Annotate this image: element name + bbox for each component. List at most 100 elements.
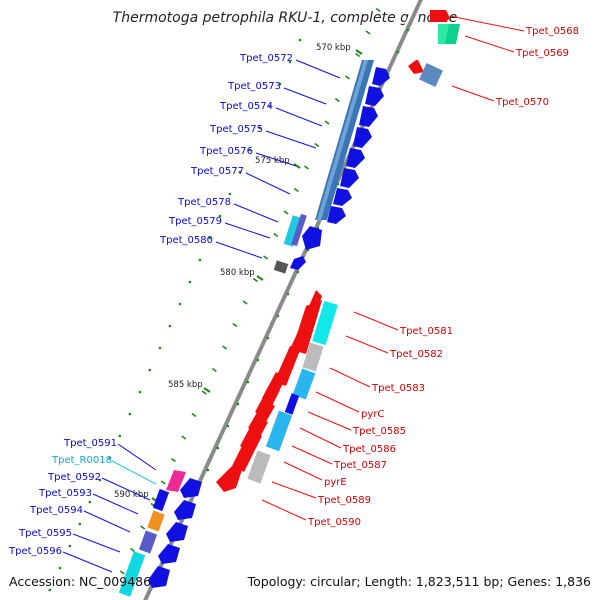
leader-tpet-0585 (307, 411, 352, 431)
gene-label-tpet-0570: Tpet_0570 (495, 97, 549, 108)
kbp-label-580: 580 kbp (220, 268, 255, 278)
gc-dot (88, 500, 92, 504)
gc-dot (226, 424, 230, 428)
gene-shape-tpet-0579 (302, 226, 322, 250)
leader-tpet-0578 (233, 203, 279, 223)
gene-label-tpet-0596: Tpet_0596 (8, 546, 62, 557)
leader-tpet-0577 (245, 172, 291, 195)
minor-tick (242, 300, 248, 305)
gene-label-tpet-0594: Tpet_0594 (29, 505, 83, 516)
lower-forward-features (118, 470, 202, 597)
gene-shape-tpet-0594 (138, 530, 158, 554)
gene-shape-tpet-0573 (365, 86, 384, 106)
accession-text: Accession: NC_009486 (9, 574, 151, 589)
gc-dot (266, 336, 270, 340)
gene-shape-tpet-0593 (147, 510, 165, 532)
gc-dot (178, 302, 182, 306)
position-ticks (119, 7, 381, 575)
gene-shape-tpet-0575 (353, 127, 372, 148)
gc-dot (78, 522, 82, 526)
gc-dot (198, 258, 202, 262)
leader-tpet-0572 (295, 59, 341, 79)
minor-tick (304, 165, 309, 170)
minor-tick (211, 367, 217, 373)
minor-tick (140, 525, 146, 530)
gc-dot (238, 170, 242, 174)
kbp-marks: 570 kbp 575 kbp 580 kbp 585 kbp 590 kbp (114, 43, 363, 503)
gc-dot (118, 434, 122, 438)
gene-shape-tpet-0596-b (148, 566, 170, 588)
kbp-label-575: 575 kbp (255, 156, 290, 166)
gene-label-tpet-0583: Tpet_0583 (371, 383, 425, 394)
gc-dot (268, 104, 272, 108)
gene-shape-tpet-0595 (158, 544, 180, 564)
leader-tpet-0589 (271, 481, 317, 499)
minor-tick (130, 547, 135, 553)
leader-tpet-0591 (117, 443, 157, 471)
gene-shape-tpet-R0018 (152, 488, 170, 512)
gene-shape-tpet-0593-b (166, 522, 188, 542)
gene-label-pyrC: pyrC (361, 409, 384, 420)
kbp-tick-585 (203, 387, 211, 393)
minor-tick (263, 255, 269, 260)
gene-label-tpet-0585: Tpet_0585 (352, 426, 406, 437)
leader-tpet-0581 (353, 311, 399, 331)
gene-shape-tpet-0577 (340, 168, 359, 188)
upper-forward-features (273, 60, 390, 274)
gc-dot (158, 346, 162, 350)
gene-shape-tpet-0579-c (291, 213, 307, 247)
gc-dot (138, 390, 142, 394)
minor-tick (355, 52, 361, 58)
gene-shape-tpet-0591 (166, 470, 186, 492)
gene-label-tpet-0587: Tpet_0587 (333, 460, 387, 471)
leader-tpet-0570 (451, 85, 495, 102)
gc-dot (98, 478, 102, 482)
gene-labels-right: Tpet_0568 Tpet_0569 Tpet_0570 Tpet_0581 … (261, 15, 579, 528)
gene-label-tpet-0573: Tpet_0573 (227, 81, 281, 92)
gene-shape-tpet-0576 (346, 148, 365, 168)
gc-dot (228, 192, 232, 196)
minor-tick (181, 435, 187, 440)
minor-tick (252, 277, 258, 283)
middle-reverse-features (216, 290, 338, 492)
gc-dot (206, 468, 210, 472)
gc-dot (396, 50, 400, 54)
minor-tick (365, 30, 371, 35)
gc-dot (276, 314, 280, 318)
leader-tpet-0576 (255, 152, 297, 167)
leader-tpet-0595 (72, 533, 121, 553)
leader-tpet-0580 (215, 241, 263, 259)
leader-tpet-0575 (265, 130, 317, 149)
gc-dot (208, 236, 212, 240)
gene-label-tpet-0580: Tpet_0580 (159, 235, 213, 246)
leader-tpet-0579 (224, 222, 271, 239)
gene-shape-tpet-0591-b (180, 478, 202, 498)
gene-label-tpet-0581: Tpet_0581 (399, 326, 453, 337)
gene-shape-tpet-0587 (265, 410, 293, 452)
gc-dot (148, 368, 152, 372)
gene-label-pyrE: pyrE (324, 477, 347, 488)
map-title: Thermotoga petrophila RKU-1, complete ge… (113, 10, 458, 26)
gc-dot (256, 358, 260, 362)
gene-shape-tpet-0590 (216, 466, 242, 492)
leader-tpet-0573 (283, 87, 327, 105)
gene-shape-tpet-0589 (247, 450, 271, 484)
minor-tick (170, 457, 176, 463)
leader-pyrE (283, 461, 323, 481)
gene-label-tpet-0568: Tpet_0568 (525, 26, 579, 37)
minor-tick (334, 97, 340, 103)
gc-dot (296, 270, 300, 274)
kbp-label-590: 590 kbp (114, 490, 149, 500)
minor-tick (232, 322, 238, 328)
gc-dot (258, 126, 262, 130)
leader-tpet-0590 (261, 499, 307, 521)
gene-shape-tpet-0592 (174, 500, 196, 520)
minor-tick (324, 120, 330, 125)
gene-shape-pyrC (292, 368, 316, 400)
minor-tick (160, 480, 166, 485)
leader-tpet-R0018 (111, 460, 157, 485)
gene-label-tpet-0574: Tpet_0574 (219, 101, 273, 112)
gene-label-tpet-0572: Tpet_0572 (239, 53, 293, 64)
kbp-tick-580 (256, 275, 264, 281)
